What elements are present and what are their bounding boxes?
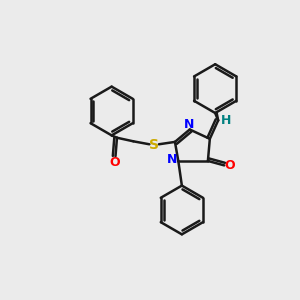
Text: H: H [221,114,232,127]
Text: N: N [184,118,194,130]
Text: S: S [148,138,158,152]
Text: O: O [224,159,235,172]
Text: N: N [167,153,178,166]
Text: O: O [110,156,120,169]
